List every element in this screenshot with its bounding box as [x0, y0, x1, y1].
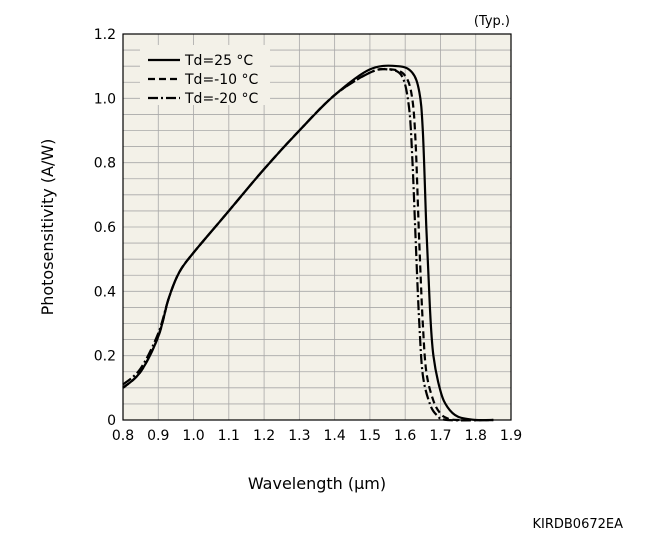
- x-axis-title: Wavelength (µm): [248, 474, 386, 493]
- legend: Td=25 °C Td=-10 °C Td=-20 °C: [140, 45, 270, 107]
- x-tick-label: 1.5: [359, 428, 381, 444]
- legend-label-td25: Td=25 °C: [184, 53, 253, 69]
- figure-code: KIRDB0672EA: [532, 517, 623, 532]
- x-tick-label: 1.0: [182, 428, 204, 444]
- x-tick-label: 1.3: [288, 428, 310, 444]
- legend-label-tdm20: Td=-20 °C: [184, 91, 258, 107]
- y-axis-title: Photosensitivity (A/W): [38, 139, 57, 316]
- x-tick-label: 1.6: [394, 428, 416, 444]
- y-tick-label: 0: [107, 413, 116, 429]
- y-tick-label: 0.6: [94, 220, 116, 236]
- x-tick-label: 1.4: [324, 428, 346, 444]
- x-tick-label: 1.1: [218, 428, 240, 444]
- typ-annotation: (Typ.): [474, 14, 510, 29]
- plot-frame: [122, 33, 512, 421]
- y-tick-labels: 0 0.2 0.4 0.6 0.8 1.0 1.2: [94, 27, 116, 429]
- series-line-3: [122, 67, 494, 422]
- y-tick-label: 1.2: [94, 27, 116, 43]
- x-tick-label: 0.9: [147, 428, 169, 444]
- x-tick-label: 0.8: [112, 428, 134, 444]
- y-tick-label: 1.0: [94, 91, 116, 107]
- y-tick-label: 0.4: [94, 284, 116, 300]
- legend-background: [140, 45, 270, 105]
- y-tick-label: 0.2: [94, 349, 116, 365]
- x-tick-label: 1.7: [429, 428, 451, 444]
- x-tick-label: 1.8: [465, 428, 487, 444]
- legend-label-tdm10: Td=-10 °C: [184, 72, 258, 88]
- x-tick-label: 1.2: [253, 428, 275, 444]
- y-tick-label: 0.8: [94, 156, 116, 172]
- curves: [122, 64, 494, 422]
- x-tick-labels: 0.8 0.9 1.0 1.1 1.2 1.3 1.4 1.5 1.6 1.7 1.8 1.9: [112, 428, 522, 444]
- x-tick-label: 1.9: [500, 428, 522, 444]
